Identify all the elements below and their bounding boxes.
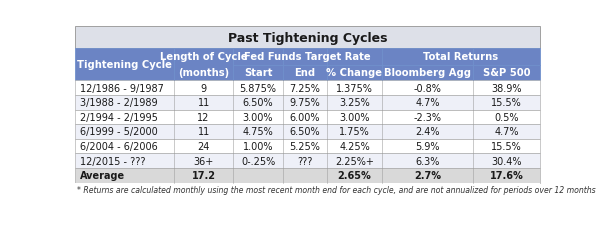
Text: (months): (months) [178,68,229,78]
Text: 2.4%: 2.4% [415,127,440,137]
Text: 6.50%: 6.50% [243,98,274,108]
Text: -2.3%: -2.3% [413,112,442,122]
Text: 12/1986 - 9/1987: 12/1986 - 9/1987 [80,83,164,93]
Text: 2.7%: 2.7% [414,171,441,180]
Text: 4.7%: 4.7% [415,98,440,108]
Text: 0.5%: 0.5% [494,112,519,122]
Text: End: End [295,68,316,78]
Text: 1.00%: 1.00% [243,141,273,151]
Text: 1.75%: 1.75% [339,127,370,137]
Text: 9: 9 [200,83,206,93]
Text: Past Tightening Cycles: Past Tightening Cycles [228,32,387,44]
Text: 11: 11 [197,127,210,137]
Text: 6/2004 - 6/2006: 6/2004 - 6/2006 [80,141,157,151]
Text: 9.75%: 9.75% [290,98,320,108]
Bar [75,154,540,168]
Text: 6.50%: 6.50% [290,127,320,137]
Bar [75,96,540,110]
Text: Fed Funds Target Rate: Fed Funds Target Rate [244,52,371,62]
Text: 1.375%: 1.375% [336,83,373,93]
Text: * Returns are calculated monthly using the most recent month end for each cycle,: * Returns are calculated monthly using t… [77,185,596,194]
Text: Start: Start [244,68,272,78]
Text: 15.5%: 15.5% [491,98,522,108]
Text: Average: Average [80,171,125,180]
Text: Total Returns: Total Returns [423,52,499,62]
Text: 36+: 36+ [193,156,214,166]
Text: 11: 11 [197,98,210,108]
Text: 30.4%: 30.4% [491,156,522,166]
Text: 6/1999 - 5/2000: 6/1999 - 5/2000 [80,127,157,137]
Text: 7.25%: 7.25% [290,83,320,93]
Text: 2.25%+: 2.25%+ [335,156,374,166]
Text: 15.5%: 15.5% [491,141,522,151]
Text: 24: 24 [197,141,210,151]
Bar [75,27,540,49]
Text: 17.6%: 17.6% [490,171,523,180]
Text: 6.3%: 6.3% [415,156,440,166]
Text: 3.00%: 3.00% [339,112,370,122]
Text: 3.25%: 3.25% [339,98,370,108]
Bar [75,139,540,154]
Text: % Change: % Change [326,68,382,78]
Text: 2/1994 - 2/1995: 2/1994 - 2/1995 [80,112,158,122]
Text: 4.75%: 4.75% [242,127,274,137]
Text: 4.7%: 4.7% [494,127,519,137]
Text: 5.25%: 5.25% [290,141,320,151]
Text: 3/1988 - 2/1989: 3/1988 - 2/1989 [80,98,157,108]
Text: Length of Cycle: Length of Cycle [160,52,247,62]
Text: 12: 12 [197,112,210,122]
Bar [75,110,540,125]
Text: 3.00%: 3.00% [243,112,273,122]
Text: 12/2015 - ???: 12/2015 - ??? [80,156,145,166]
Bar [75,81,540,96]
Text: 2.65%: 2.65% [338,171,371,180]
Bar [75,49,540,81]
Text: Bloomberg Agg: Bloomberg Agg [384,68,471,78]
Text: 4.25%: 4.25% [339,141,370,151]
Text: Tightening Cycle: Tightening Cycle [77,60,172,70]
Text: 6.00%: 6.00% [290,112,320,122]
Text: 38.9%: 38.9% [491,83,522,93]
Bar [75,125,540,139]
Text: S&P 500: S&P 500 [483,68,530,78]
Text: 5.875%: 5.875% [239,83,277,93]
Text: 5.9%: 5.9% [415,141,440,151]
Text: ???: ??? [298,156,313,166]
Text: -0.8%: -0.8% [413,83,442,93]
Text: 0-.25%: 0-.25% [241,156,275,166]
Bar [75,168,540,183]
Bar [75,183,540,197]
Text: 17.2: 17.2 [191,171,215,180]
